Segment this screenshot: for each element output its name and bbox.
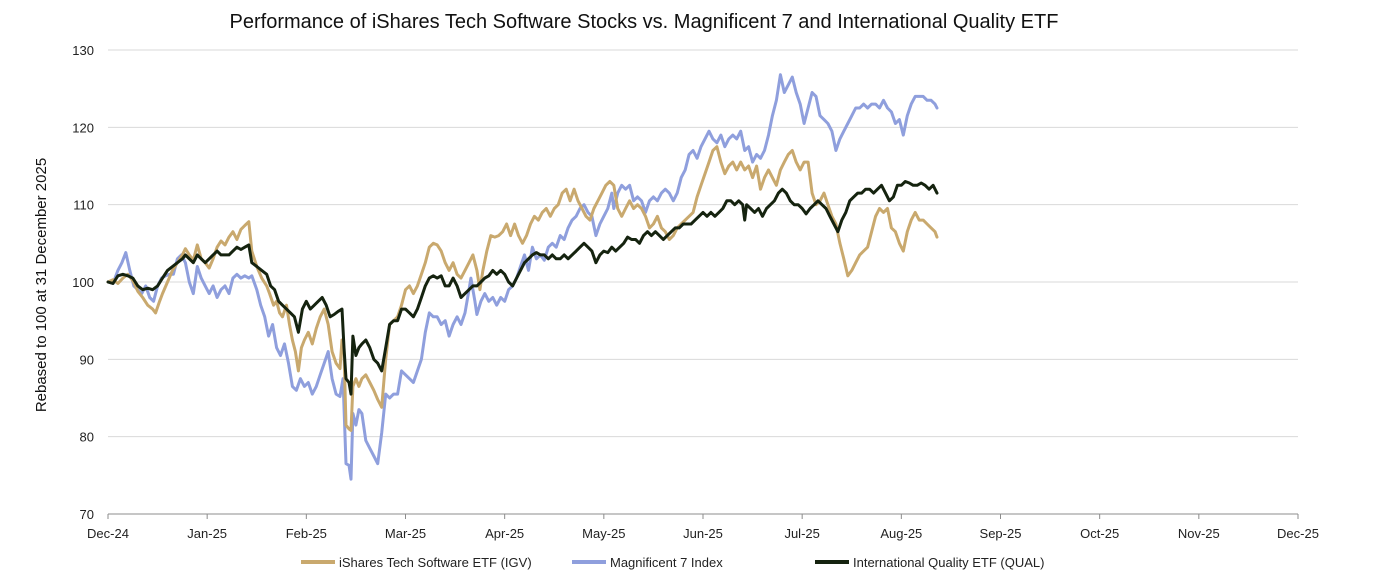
y-tick-label: 100 — [72, 275, 94, 290]
x-tick-label: Jun-25 — [683, 526, 723, 541]
y-axis-ticks: 70 80 90 100 110 120 130 — [72, 43, 94, 522]
gridlines — [108, 49, 1298, 515]
y-tick-label: 110 — [73, 198, 94, 213]
chart-title: Performance of iShares Tech Software Sto… — [230, 11, 1059, 33]
x-tick-label: Mar-25 — [385, 526, 426, 541]
y-tick-label: 80 — [80, 430, 94, 445]
y-tick-label: 70 — [80, 507, 94, 522]
y-tick-label: 120 — [72, 120, 94, 135]
x-tick-label: Aug-25 — [880, 526, 922, 541]
x-axis-ticks: Dec-24 Jan-25 Feb-25 Mar-25 Apr-25 May-25 Jun-… — [87, 514, 1319, 541]
x-tick-label: May-25 — [582, 526, 625, 541]
y-axis-label: Rebased to 100 at 31 December 2025 — [33, 158, 50, 412]
series-line-0 — [106, 145, 939, 432]
x-tick-label: Nov-25 — [1178, 526, 1220, 541]
x-tick-label: Dec-25 — [1277, 526, 1319, 541]
x-tick-label: Sep-25 — [980, 526, 1022, 541]
x-tick-label: Oct-25 — [1080, 526, 1119, 541]
series-line-2 — [106, 180, 939, 396]
x-tick-label: Apr-25 — [485, 526, 524, 541]
x-tick-label: Jul-25 — [784, 526, 819, 541]
y-tick-label: 130 — [72, 43, 94, 58]
x-tick-label: Jan-25 — [187, 526, 227, 541]
series-line-1 — [106, 73, 939, 481]
series-lines — [106, 73, 939, 481]
x-tick-label: Feb-25 — [286, 526, 327, 541]
x-tick-label: Dec-24 — [87, 526, 129, 541]
legend-label: Magnificent 7 Index — [610, 555, 723, 570]
y-tick-label: 90 — [80, 352, 94, 367]
legend-label: iShares Tech Software ETF (IGV) — [339, 555, 532, 570]
legend-label: International Quality ETF (QUAL) — [853, 555, 1044, 570]
legend: iShares Tech Software ETF (IGV) Magnifice… — [301, 555, 1044, 570]
